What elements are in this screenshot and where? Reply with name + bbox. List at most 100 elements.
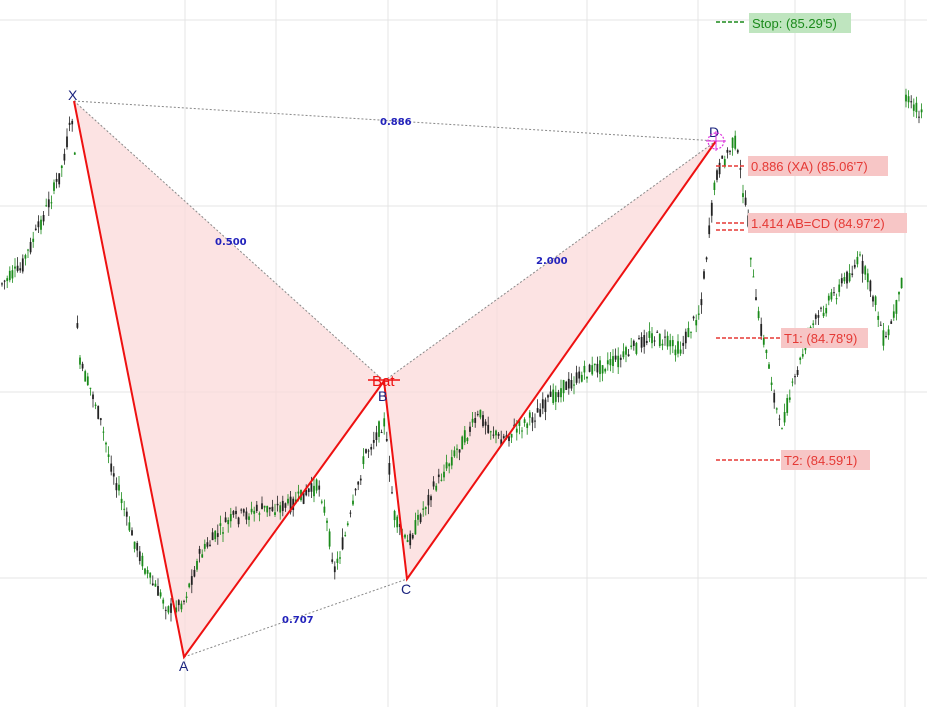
candle-body bbox=[547, 395, 549, 397]
candle-body bbox=[766, 350, 768, 353]
candle-body bbox=[337, 559, 339, 563]
candle-body bbox=[77, 323, 79, 328]
candle-body bbox=[524, 419, 526, 423]
candle-body bbox=[207, 542, 209, 546]
candle-body bbox=[615, 356, 617, 360]
candle-body bbox=[825, 308, 827, 313]
candle-body bbox=[818, 315, 820, 318]
candle-body bbox=[578, 372, 580, 379]
candle-body bbox=[165, 610, 167, 611]
candle-body bbox=[893, 311, 895, 317]
candle-body bbox=[308, 489, 310, 493]
candle-body bbox=[222, 532, 224, 534]
candle-body bbox=[905, 95, 907, 102]
candle-body bbox=[110, 464, 112, 472]
candle-body bbox=[155, 584, 157, 587]
candle-body bbox=[555, 392, 557, 402]
candle-body bbox=[233, 511, 235, 515]
candle-body bbox=[261, 503, 263, 509]
candle-body bbox=[4, 281, 6, 282]
candle-body bbox=[646, 341, 648, 343]
candle-body bbox=[695, 320, 697, 325]
candle-body bbox=[628, 354, 630, 356]
candle-body bbox=[212, 532, 214, 540]
pivot-label-d: D bbox=[709, 124, 719, 140]
candle-body bbox=[875, 296, 877, 305]
candle-body bbox=[90, 388, 92, 389]
candle-body bbox=[688, 328, 690, 337]
target2-label: T2: (84.59'1) bbox=[784, 453, 857, 468]
candle-body bbox=[708, 225, 710, 234]
candle-body bbox=[763, 338, 765, 345]
candle-body bbox=[550, 392, 552, 397]
candle-body bbox=[246, 512, 248, 520]
candle-body bbox=[191, 576, 193, 585]
candle-body bbox=[282, 501, 284, 511]
candle-body bbox=[568, 379, 570, 389]
candle-body bbox=[248, 516, 250, 519]
candle-body bbox=[727, 150, 729, 153]
candle-body bbox=[105, 443, 107, 445]
candle-body bbox=[227, 520, 229, 524]
ratio-label-bd: 2.000 bbox=[536, 256, 568, 267]
pattern-fill bbox=[74, 101, 716, 657]
candle-body bbox=[409, 534, 411, 545]
candle-body bbox=[422, 508, 424, 510]
candle-body bbox=[355, 489, 357, 490]
candle-body bbox=[116, 483, 118, 490]
candle-body bbox=[441, 480, 443, 481]
candle-body bbox=[383, 418, 385, 426]
candle-body bbox=[196, 561, 198, 570]
candle-body bbox=[485, 422, 487, 426]
candle-body bbox=[706, 257, 708, 259]
candle-body bbox=[854, 265, 856, 267]
candle-body bbox=[542, 399, 544, 408]
candle-body bbox=[732, 138, 734, 148]
candle-body bbox=[272, 507, 274, 511]
candle-body bbox=[617, 356, 619, 367]
candle-body bbox=[883, 330, 885, 345]
candle-body bbox=[412, 535, 414, 538]
candle-body bbox=[698, 314, 700, 315]
candle-body bbox=[872, 296, 874, 301]
candle-body bbox=[599, 360, 601, 374]
candle-body bbox=[672, 340, 674, 346]
candle-body bbox=[136, 543, 138, 551]
candle-body bbox=[194, 570, 196, 577]
candle-body bbox=[253, 511, 255, 514]
candle-body bbox=[877, 316, 879, 320]
candle-body bbox=[625, 347, 627, 355]
candle-body bbox=[896, 300, 898, 314]
candle-body bbox=[532, 417, 534, 422]
candle-body bbox=[199, 549, 201, 554]
candle-body bbox=[823, 313, 825, 316]
candle-body bbox=[581, 375, 583, 382]
candle-body bbox=[750, 258, 752, 260]
level-lines bbox=[716, 22, 780, 460]
candle-body bbox=[32, 239, 34, 242]
candle-body bbox=[407, 540, 409, 542]
candle-body bbox=[251, 509, 253, 512]
candle-body bbox=[201, 554, 203, 557]
candle-body bbox=[17, 266, 19, 271]
candle-body bbox=[74, 153, 76, 155]
candle-body bbox=[6, 278, 8, 281]
candle-body bbox=[862, 261, 864, 274]
candle-body bbox=[467, 438, 469, 441]
candle-body bbox=[701, 299, 703, 305]
candle-body bbox=[703, 271, 705, 278]
candle-body bbox=[438, 475, 440, 478]
candle-body bbox=[69, 123, 71, 125]
candle-body bbox=[425, 507, 427, 509]
candle-body bbox=[415, 520, 417, 534]
candle-body bbox=[755, 297, 757, 300]
xab-triangle bbox=[74, 101, 384, 657]
candle-body bbox=[178, 600, 180, 605]
candle-body bbox=[607, 360, 609, 364]
candle-body bbox=[870, 281, 872, 292]
candle-body bbox=[381, 432, 383, 433]
candle-body bbox=[714, 183, 716, 190]
candle-body bbox=[844, 277, 846, 281]
candle-body bbox=[667, 336, 669, 347]
candle-body bbox=[482, 415, 484, 426]
